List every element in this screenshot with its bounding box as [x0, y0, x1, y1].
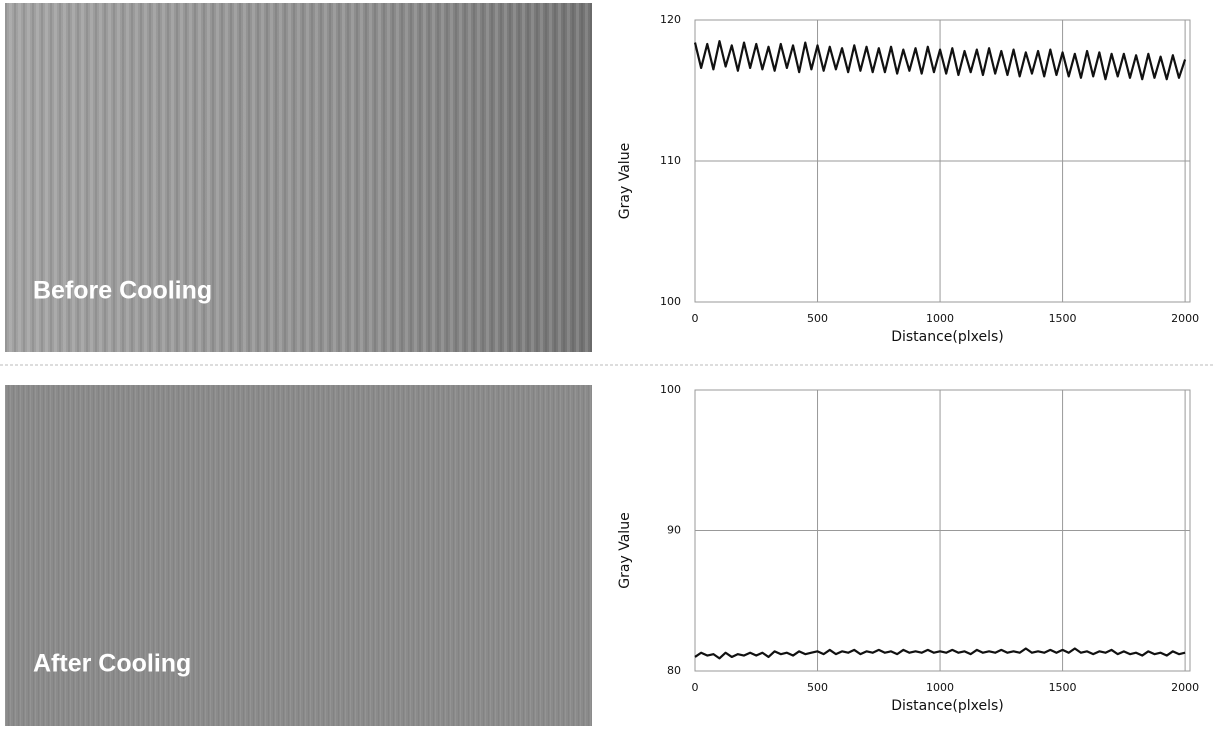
x-tick-label: 2000 [1171, 681, 1199, 694]
x-tick-label: 2000 [1171, 312, 1199, 325]
x-axis-label: Distance(plxels) [891, 329, 1004, 345]
x-tick-label: 1500 [1049, 681, 1077, 694]
image-after [5, 385, 592, 726]
y-tick-label: 90 [667, 524, 681, 537]
x-tick-label: 1000 [926, 312, 954, 325]
y-tick-label: 80 [667, 664, 681, 677]
image-before [5, 3, 592, 352]
x-tick-label: 1000 [926, 681, 954, 694]
y-tick-label: 100 [660, 295, 681, 308]
y-axis-label: Gray Value [617, 143, 633, 219]
y-axis-label: Gray Value [617, 512, 633, 588]
x-tick-label: 0 [692, 681, 699, 694]
x-tick-label: 500 [807, 681, 828, 694]
x-tick-label: 1500 [1049, 312, 1077, 325]
x-tick-label: 0 [692, 312, 699, 325]
x-axis-label: Distance(plxels) [891, 698, 1004, 714]
data-line [693, 40, 1187, 81]
y-tick-label: 110 [660, 154, 681, 167]
image-label: Before Cooling [33, 277, 212, 305]
x-tick-label: 500 [807, 312, 828, 325]
data-line [694, 647, 1186, 660]
image-label: After Cooling [33, 650, 191, 678]
y-tick-label: 120 [660, 13, 681, 26]
y-tick-label: 100 [660, 383, 681, 396]
